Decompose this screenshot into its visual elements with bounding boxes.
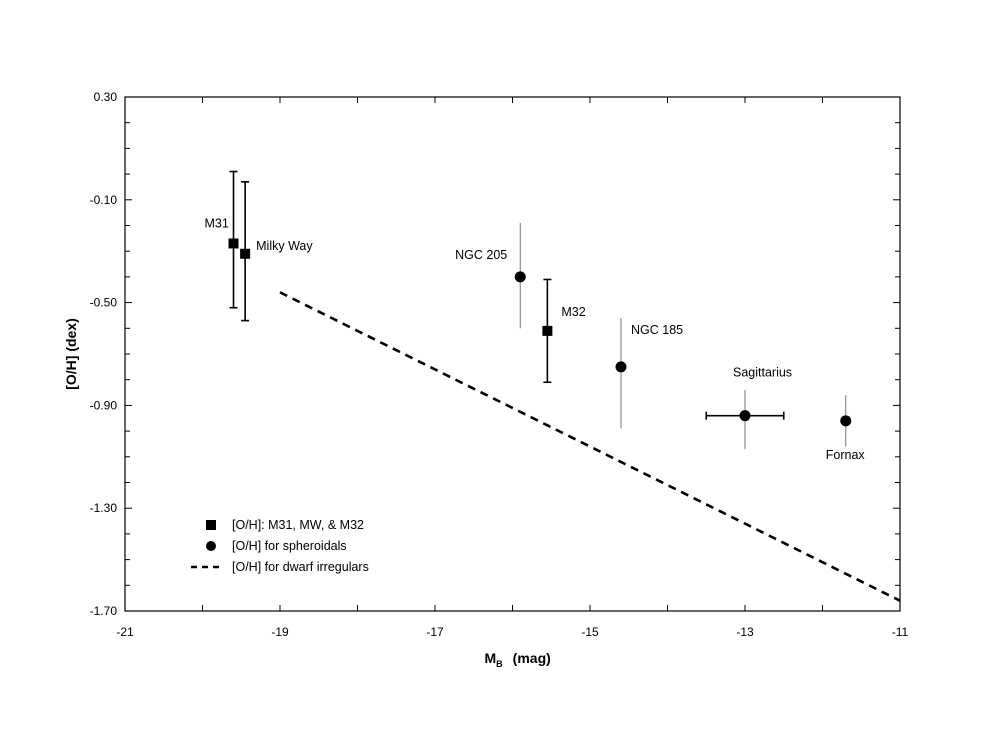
- square-marker: [542, 325, 553, 336]
- axes-layer: -21 -19 -17 -15 -13 -11 0.30 -0.10 -0.50 -0.90 -1.…: [63, 90, 909, 669]
- x-axis-title-main: M: [485, 650, 497, 666]
- legend: [O/H]: M31, MW, & M32 [O/H] for spheroida…: [191, 518, 369, 574]
- y-tick-label: -0.10: [90, 193, 118, 207]
- point-label: Sagittarius: [733, 366, 792, 380]
- plot-frame: [124, 96, 901, 612]
- point-label: NGC 205: [455, 248, 507, 262]
- point-label: Fornax: [826, 448, 866, 462]
- x-tick-label: -11: [892, 625, 909, 639]
- point-label: Milky Way: [256, 239, 313, 253]
- y-tick-label: 0.30: [94, 90, 118, 104]
- y-axis-title: [O/H] (dex): [63, 318, 79, 390]
- legend-square-symbol: [206, 520, 216, 530]
- marker-layer: [228, 238, 852, 427]
- x-tick-label: -19: [271, 625, 289, 639]
- x-tick-label: -21: [116, 625, 134, 639]
- y-tick-label: -0.90: [90, 398, 118, 412]
- x-tick-label: -15: [581, 625, 599, 639]
- error-bar-layer: [229, 170, 847, 450]
- legend-entry: [O/H] for spheroidals: [232, 539, 347, 553]
- legend-circle-symbol: [206, 541, 216, 551]
- dwarf-irregulars-dashed-line: [279, 291, 901, 602]
- square-marker: [228, 238, 239, 249]
- point-label-layer: M31 Milky Way M32 NGC 205 NGC 185 Sagittarius…: [205, 216, 866, 461]
- x-axis-title-subscript: B: [496, 659, 503, 669]
- x-axis-title: MB (mag): [485, 650, 551, 669]
- circle-marker: [514, 271, 526, 283]
- line-layer: [279, 291, 901, 602]
- point-label: NGC 185: [631, 323, 683, 337]
- x-tick-label: -13: [736, 625, 754, 639]
- point-label: M31: [205, 216, 229, 230]
- circle-marker: [615, 361, 627, 373]
- square-marker: [240, 248, 251, 259]
- x-tick-label: -17: [426, 625, 444, 639]
- legend-entry: [O/H] for dwarf irregulars: [232, 560, 369, 574]
- y-tick-label: -1.70: [90, 604, 118, 618]
- y-tick-label: -0.50: [90, 296, 118, 310]
- circle-marker: [739, 410, 751, 422]
- point-label: M32: [561, 305, 585, 319]
- x-axis-title-unit: (mag): [513, 650, 551, 666]
- y-tick-label: -1.30: [90, 501, 118, 515]
- circle-marker: [840, 415, 852, 427]
- legend-entry: [O/H]: M31, MW, & M32: [232, 518, 364, 532]
